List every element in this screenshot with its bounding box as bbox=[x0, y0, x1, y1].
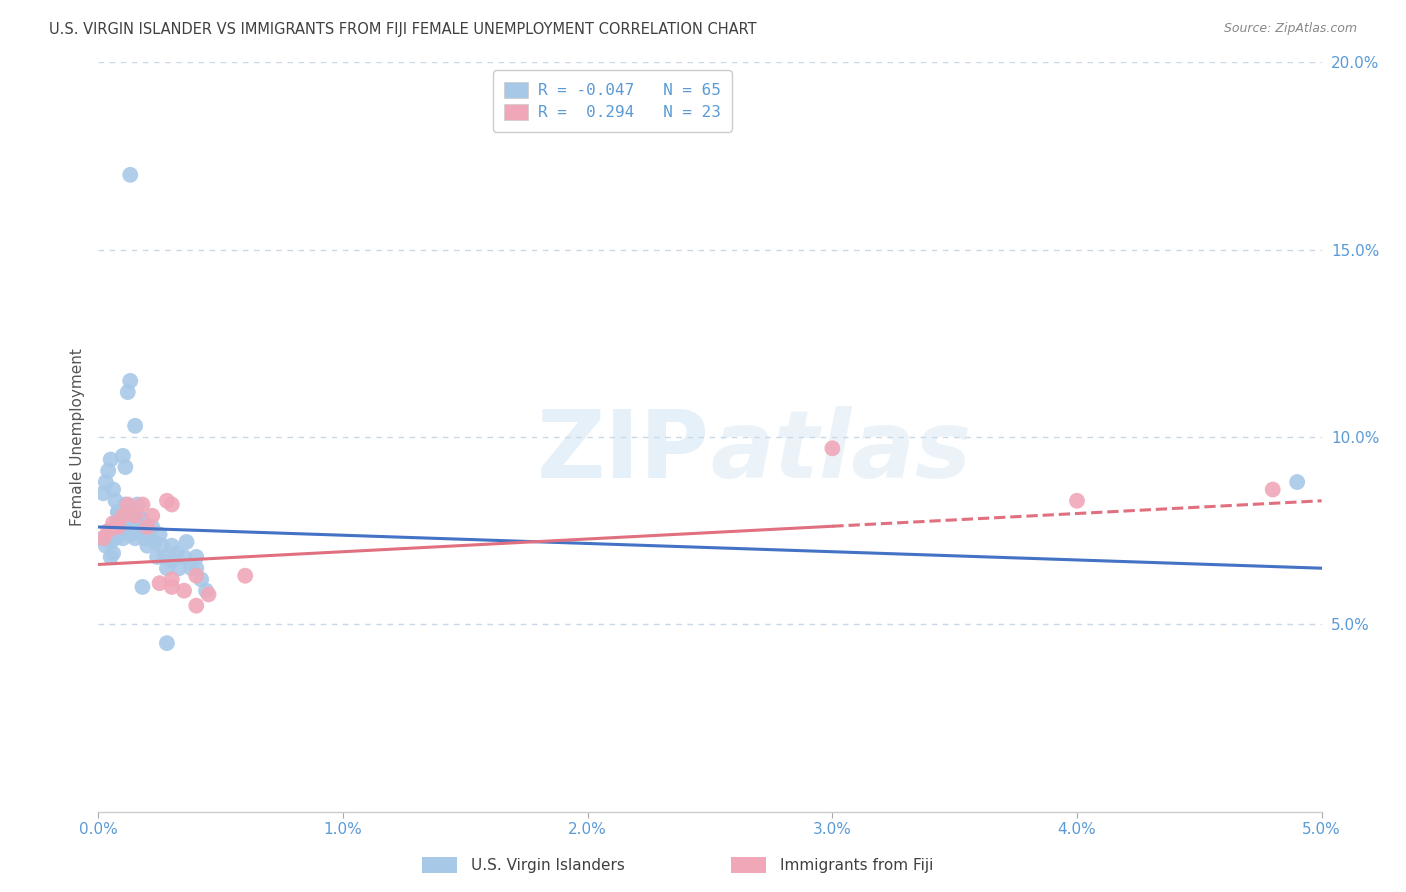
Point bbox=[91, 486, 114, 500]
Point bbox=[136, 524, 159, 538]
Point bbox=[139, 531, 162, 545]
Point bbox=[120, 168, 142, 182]
Point bbox=[821, 442, 844, 456]
Point bbox=[101, 524, 124, 538]
Point bbox=[97, 527, 120, 541]
Point bbox=[136, 520, 159, 534]
Point bbox=[166, 546, 188, 560]
Point bbox=[97, 464, 120, 478]
Point bbox=[97, 524, 120, 538]
Point bbox=[114, 498, 136, 512]
Point bbox=[186, 549, 208, 564]
Text: U.S. Virgin Islanders: U.S. Virgin Islanders bbox=[471, 858, 624, 872]
Point bbox=[120, 512, 142, 526]
Point bbox=[180, 561, 202, 575]
Point bbox=[160, 580, 183, 594]
Legend: R = -0.047   N = 65, R =  0.294   N = 23: R = -0.047 N = 65, R = 0.294 N = 23 bbox=[492, 70, 731, 131]
Text: ZIP: ZIP bbox=[537, 406, 710, 498]
Point bbox=[141, 520, 163, 534]
Point bbox=[104, 520, 127, 534]
Point bbox=[160, 539, 183, 553]
Point bbox=[150, 539, 173, 553]
Point bbox=[91, 531, 114, 545]
Point bbox=[1261, 483, 1284, 497]
Point bbox=[195, 583, 218, 598]
Text: atlas: atlas bbox=[710, 406, 972, 498]
Point bbox=[156, 561, 179, 575]
Point bbox=[107, 520, 129, 534]
Point bbox=[110, 524, 132, 538]
Point bbox=[131, 512, 153, 526]
Point bbox=[233, 568, 256, 582]
Point bbox=[197, 587, 219, 601]
Point bbox=[186, 599, 208, 613]
Point bbox=[173, 549, 195, 564]
Text: Source: ZipAtlas.com: Source: ZipAtlas.com bbox=[1223, 22, 1357, 36]
Point bbox=[101, 516, 124, 531]
Point bbox=[111, 531, 134, 545]
Point bbox=[114, 460, 136, 475]
FancyBboxPatch shape bbox=[422, 857, 457, 873]
Point bbox=[186, 561, 208, 575]
Point bbox=[120, 527, 142, 541]
Point bbox=[167, 561, 190, 575]
Point bbox=[156, 636, 179, 650]
Point bbox=[101, 546, 124, 560]
Point bbox=[124, 531, 146, 545]
Point bbox=[1066, 493, 1088, 508]
Point bbox=[127, 508, 149, 523]
Point bbox=[173, 583, 195, 598]
Point bbox=[114, 508, 136, 523]
Point bbox=[100, 535, 122, 549]
Y-axis label: Female Unemployment: Female Unemployment bbox=[69, 348, 84, 526]
Text: Immigrants from Fiji: Immigrants from Fiji bbox=[780, 858, 934, 872]
Point bbox=[143, 535, 166, 549]
Point bbox=[120, 374, 142, 388]
Point bbox=[107, 505, 129, 519]
FancyBboxPatch shape bbox=[731, 857, 766, 873]
Point bbox=[104, 531, 127, 545]
Point bbox=[104, 493, 127, 508]
Point bbox=[131, 498, 153, 512]
Point bbox=[153, 549, 176, 564]
Point bbox=[160, 554, 183, 568]
Point bbox=[110, 516, 132, 531]
Point bbox=[124, 418, 146, 433]
Point bbox=[111, 508, 134, 523]
Point bbox=[160, 573, 183, 587]
Point bbox=[111, 516, 134, 531]
Point bbox=[136, 539, 159, 553]
Point bbox=[124, 524, 146, 538]
Point bbox=[141, 508, 163, 523]
Point bbox=[91, 531, 114, 545]
Point bbox=[149, 576, 172, 591]
Point bbox=[160, 498, 183, 512]
Point bbox=[190, 573, 212, 587]
Point bbox=[134, 531, 156, 545]
Point bbox=[121, 516, 143, 531]
Point bbox=[131, 580, 153, 594]
Text: U.S. VIRGIN ISLANDER VS IMMIGRANTS FROM FIJI FEMALE UNEMPLOYMENT CORRELATION CHA: U.S. VIRGIN ISLANDER VS IMMIGRANTS FROM … bbox=[49, 22, 756, 37]
Point bbox=[101, 483, 124, 497]
Point bbox=[100, 452, 122, 467]
Point bbox=[117, 385, 139, 400]
Point bbox=[100, 549, 122, 564]
Point bbox=[107, 505, 129, 519]
Point bbox=[129, 520, 152, 534]
Point bbox=[146, 549, 169, 564]
Point bbox=[176, 535, 198, 549]
Point bbox=[94, 475, 117, 489]
Point bbox=[124, 508, 146, 523]
Point bbox=[186, 568, 208, 582]
Point bbox=[111, 449, 134, 463]
Point bbox=[1286, 475, 1309, 489]
Point bbox=[156, 493, 179, 508]
Point bbox=[149, 527, 172, 541]
Point bbox=[127, 498, 149, 512]
Point bbox=[107, 512, 129, 526]
Point bbox=[94, 539, 117, 553]
Point bbox=[117, 520, 139, 534]
Point bbox=[117, 498, 139, 512]
